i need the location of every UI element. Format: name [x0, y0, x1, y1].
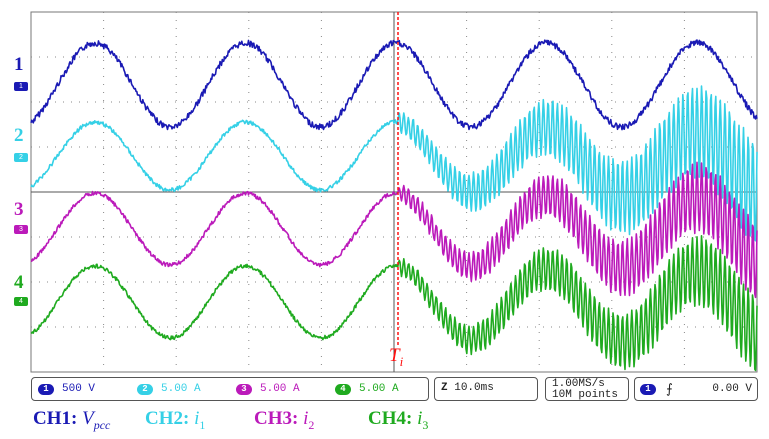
ch3-number-label: 3 [14, 199, 24, 220]
timebase-value: 10.0ms [454, 382, 494, 394]
ch4-waveform [30, 235, 758, 372]
legend-ch1: CH1: Vpcc [33, 408, 111, 432]
zoom-z-icon: Z [441, 382, 448, 394]
status-bar: 1 500 V 2 5.00 A 3 5.00 A 4 5.00 A Z 10.… [0, 377, 769, 403]
ch1-number-label: 1 [14, 54, 24, 75]
ch3-waveform [30, 161, 758, 299]
waveform-traces [30, 39, 758, 372]
ch4-scale-value: 5.00 A [359, 383, 399, 395]
ch4-badge: 4 [335, 383, 351, 395]
trigger-source-badge: 1 [640, 383, 656, 395]
ch3-scale-value: 5.00 A [260, 383, 300, 395]
sample-rate-value: 1.00MS/s [552, 378, 605, 390]
channel-legend: CH1: Vpcc CH2: i1 CH3: i2 CH4: i3 [0, 408, 769, 434]
ch1-waveform [30, 39, 758, 131]
acquisition-readout[interactable]: 1.00MS/s 10M points [545, 377, 629, 401]
ch2-waveform [30, 85, 758, 242]
event-marker-label: Ti [389, 345, 404, 369]
legend-ch3: CH3: i2 [254, 408, 315, 432]
timebase-readout[interactable]: Z 10.0ms [434, 377, 538, 401]
record-length-value: 10M points [552, 389, 619, 401]
ch4-number-label: 4 [14, 272, 24, 293]
trigger-level-value: 0.00 V [712, 383, 752, 395]
rising-edge-icon: ⨍ [666, 381, 673, 397]
ch4-ground-marker[interactable]: 4 [14, 297, 28, 306]
legend-ch2: CH2: i1 [145, 408, 206, 432]
ch3-badge: 3 [236, 383, 252, 395]
ch1-scale-value: 500 V [62, 383, 96, 395]
channel-scale-readout[interactable]: 1 500 V 2 5.00 A 3 5.00 A 4 5.00 A [31, 377, 429, 401]
ch2-ground-marker[interactable]: 2 [14, 153, 28, 162]
ch3-ground-marker[interactable]: 3 [14, 225, 28, 234]
ch1-scale[interactable]: 1 500 V [38, 383, 131, 395]
scope-display [30, 11, 758, 373]
ch2-scale[interactable]: 2 5.00 A [137, 383, 230, 395]
ch3-scale[interactable]: 3 5.00 A [236, 383, 329, 395]
ch1-badge: 1 [38, 383, 54, 395]
ch2-number-label: 2 [14, 125, 24, 146]
ch1-ground-marker[interactable]: 1 [14, 82, 28, 91]
ch2-scale-value: 5.00 A [161, 383, 201, 395]
ch4-scale[interactable]: 4 5.00 A [335, 383, 428, 395]
legend-ch4: CH4: i3 [368, 408, 429, 432]
trigger-readout[interactable]: 1 ⨍ 0.00 V [634, 377, 758, 401]
ch2-badge: 2 [137, 383, 153, 395]
